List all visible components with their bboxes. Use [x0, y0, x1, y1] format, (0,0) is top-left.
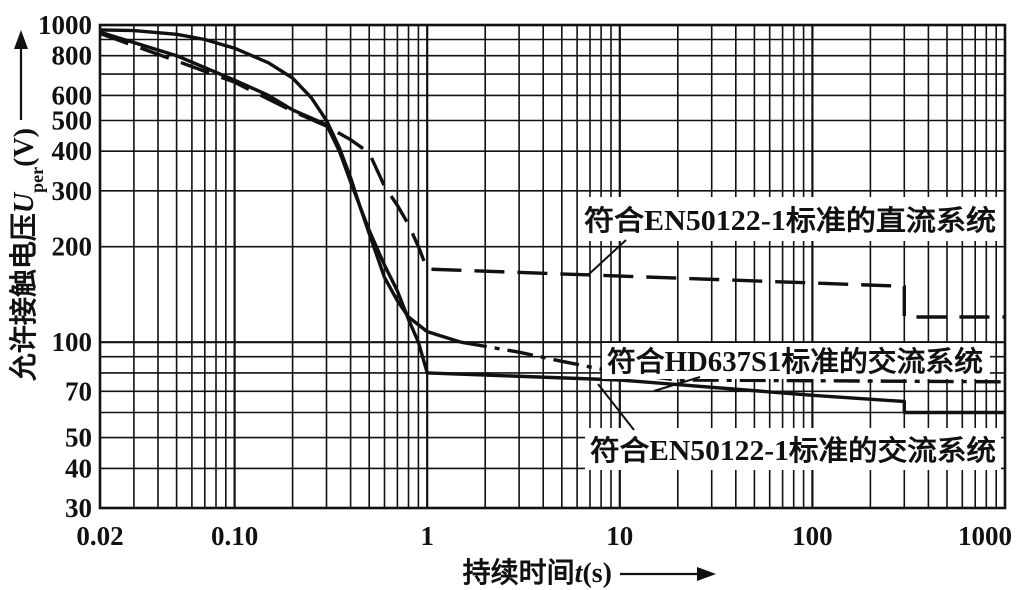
- x-tick-label: 0.02: [76, 521, 123, 551]
- y-tick-label: 500: [52, 106, 93, 136]
- x-axis-label-unit: (s): [582, 558, 612, 589]
- y-axis-label-subscript: per: [27, 167, 47, 193]
- ac-en50122-series-line: [100, 30, 1005, 415]
- x-axis-label-variable: t: [575, 558, 584, 589]
- x-tick-label: 1: [420, 521, 434, 551]
- annotation-dc-system: 符合EN50122-1标准的直流系统: [578, 197, 1001, 276]
- annotation-label-dc-system: 符合EN50122-1标准的直流系统: [584, 204, 996, 237]
- y-tick-label: 300: [52, 176, 93, 206]
- annotation-label-hd637-ac-system: 符合HD637S1标准的交流系统: [607, 345, 983, 378]
- y-tick-label: 800: [52, 41, 93, 71]
- annotation-box: [578, 197, 1001, 241]
- y-axis-label: 允许接触电压Uper(V): [7, 128, 47, 382]
- ac-hd637-series-line-solid-part: [100, 28, 462, 344]
- x-axis-arrow-head: [697, 567, 716, 581]
- x-axis-arrow: [620, 567, 716, 581]
- y-tick-label: 40: [65, 453, 92, 483]
- annotation-box: [602, 343, 990, 379]
- y-tick-label: 600: [52, 80, 93, 110]
- y-tick-label: 70: [65, 376, 92, 406]
- y-axis-label-text: 允许接触电压: [7, 213, 40, 382]
- x-axis-label-text: 持续时间: [463, 557, 575, 589]
- y-tick-label: 400: [52, 136, 93, 166]
- y-tick-label: 50: [65, 423, 92, 453]
- annotation-box: [585, 428, 1001, 470]
- y-axis-label-variable: U: [9, 191, 40, 213]
- annotation-leader-line: [597, 383, 635, 431]
- dc-en50122-series-line: [100, 31, 1005, 319]
- plot-border: [98, 23, 1007, 510]
- x-tick-label: 10: [606, 521, 633, 551]
- series-lines: [100, 28, 1005, 415]
- y-tick-label: 200: [52, 232, 93, 262]
- y-axis-label-unit: (V): [9, 128, 40, 167]
- ac-hd637-series-line-dash-dot-part: [460, 340, 1005, 384]
- x-axis-label: 持续时间t(s): [463, 557, 612, 589]
- y-tick-label: 30: [65, 493, 92, 523]
- y-tick-label: 100: [52, 327, 93, 357]
- x-tick-labels: 0.02 0.10 1 10 100 1000: [76, 521, 1012, 551]
- y-axis-arrow-head: [14, 30, 28, 49]
- annotation-label-en50122-ac-system: 符合EN50122-1标准的交流系统: [590, 434, 996, 467]
- annotation-hd637-ac-system: 符合HD637S1标准的交流系统: [602, 343, 990, 392]
- x-tick-label: 100: [792, 521, 833, 551]
- annotation-leader-line: [587, 239, 627, 276]
- y-axis-arrow: [14, 30, 28, 120]
- x-tick-label: 0.10: [211, 521, 258, 551]
- y-tick-label: 1000: [38, 10, 92, 40]
- annotation-en50122-ac-system: 符合EN50122-1标准的交流系统: [585, 383, 1001, 470]
- annotation-leader-line: [653, 376, 701, 392]
- x-tick-label: 1000: [958, 521, 1012, 551]
